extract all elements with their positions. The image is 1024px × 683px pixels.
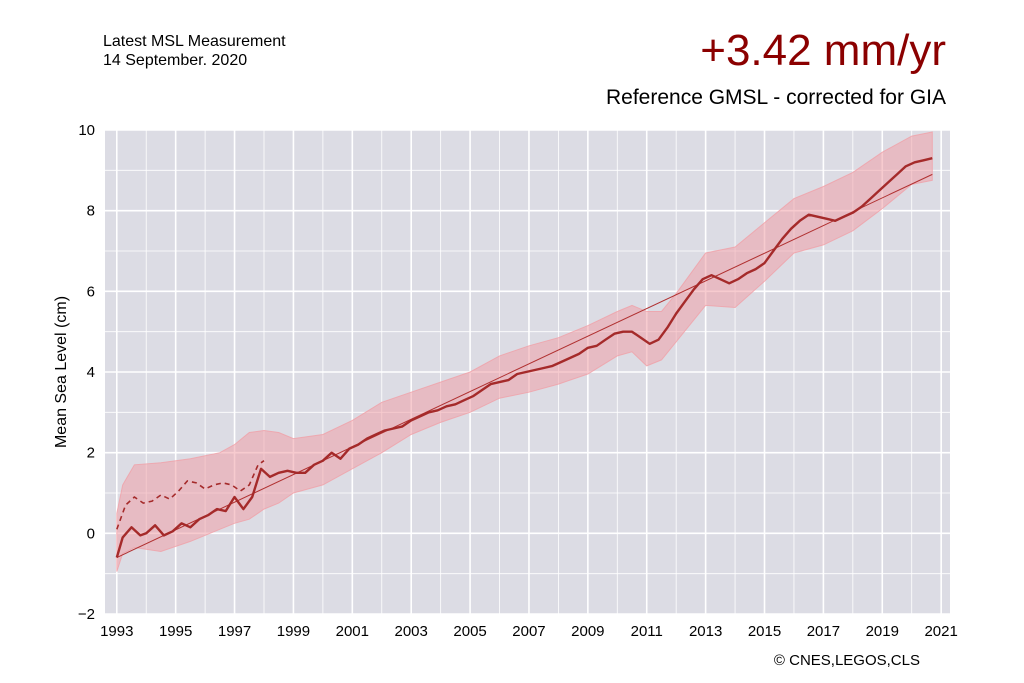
- x-tick-label: 2013: [689, 623, 722, 640]
- copyright-credit: © CNES,LEGOS,CLS: [773, 652, 920, 669]
- x-tick-label: 2005: [453, 623, 486, 640]
- y-tick-label: 2: [87, 445, 95, 462]
- y-tick-label: 8: [87, 203, 95, 220]
- measurement-label: Latest MSL Measurement: [103, 33, 286, 50]
- y-tick-label: −2: [78, 606, 95, 623]
- measurement-date: 14 September. 2020: [103, 52, 248, 69]
- x-tick-label: 1997: [218, 623, 251, 640]
- x-tick-label: 2003: [395, 623, 428, 640]
- y-axis-ticks: −2 0 2 4 6 8 10: [78, 122, 95, 623]
- y-tick-label: 6: [87, 283, 95, 300]
- y-tick-label: 10: [78, 122, 95, 139]
- x-tick-label: 1995: [159, 623, 192, 640]
- x-tick-label: 2001: [336, 623, 369, 640]
- series-lines: [115, 157, 933, 558]
- y-tick-label: 0: [87, 525, 95, 542]
- x-tick-label: 2019: [866, 623, 899, 640]
- chart-title: Reference GMSL - corrected for GIA: [605, 86, 946, 109]
- x-tick-label: 2009: [571, 623, 604, 640]
- y-axis-label: Mean Sea Level (cm): [53, 296, 70, 448]
- rate-value: +3.42 mm/yr: [700, 26, 946, 75]
- x-axis-ticks: 1993 1995 1997 1999 2001 2003 2005 2007 2009 2011…: [100, 623, 958, 640]
- x-tick-label: 2007: [512, 623, 545, 640]
- latest-measurement: Latest MSL Measurement 14 September. 202…: [103, 32, 286, 70]
- x-tick-label: 2021: [924, 623, 957, 640]
- series-line-dashed: [116, 460, 265, 530]
- x-tick-label: 2017: [807, 623, 840, 640]
- x-tick-label: 2011: [631, 623, 663, 640]
- x-tick-label: 2015: [748, 623, 781, 640]
- x-tick-label: 1999: [277, 623, 310, 640]
- series-line-solid: [115, 157, 933, 558]
- x-tick-label: 1993: [100, 623, 133, 640]
- y-tick-label: 4: [87, 364, 95, 381]
